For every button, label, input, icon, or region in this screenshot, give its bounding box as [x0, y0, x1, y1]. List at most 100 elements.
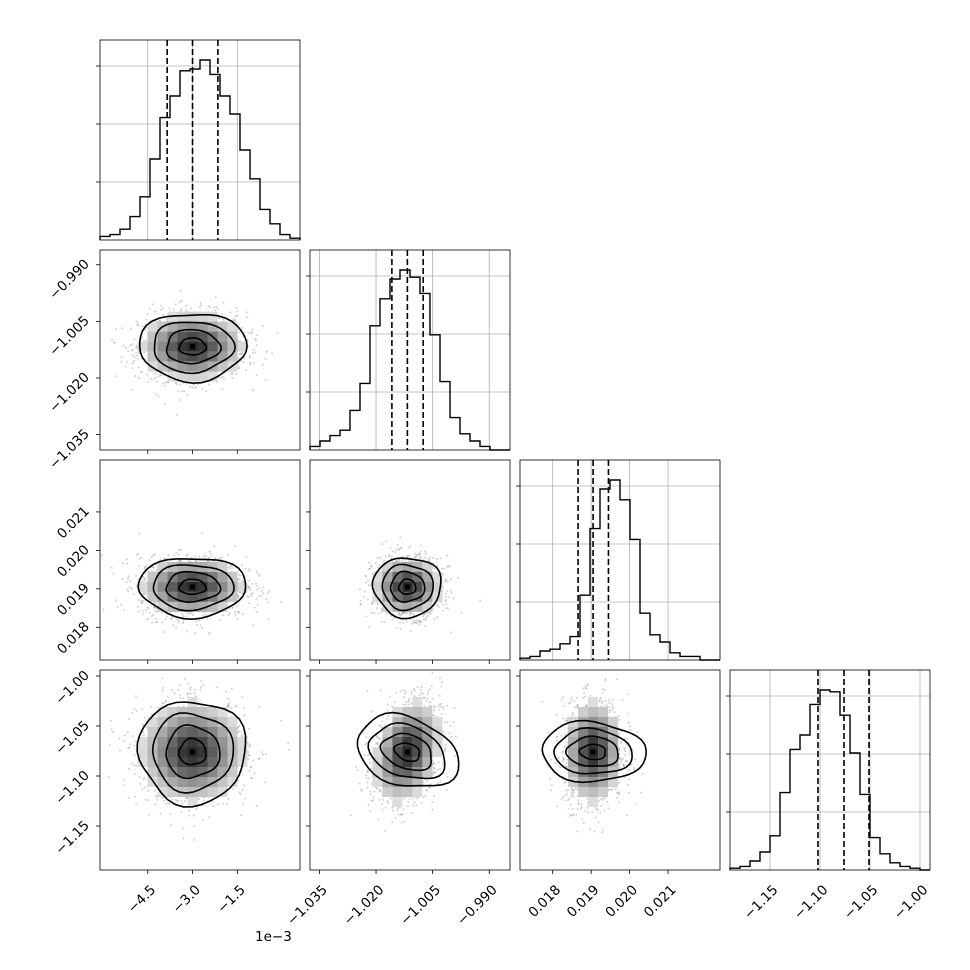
sample-point — [116, 605, 119, 608]
sample-point — [195, 620, 197, 623]
sample-point — [238, 352, 241, 355]
sample-point — [140, 556, 143, 559]
sample-point — [236, 310, 239, 313]
sample-point — [388, 555, 391, 558]
sample-point — [248, 602, 251, 605]
sample-point — [127, 796, 130, 799]
sample-point — [436, 616, 438, 619]
histogram-step-3 — [729, 689, 930, 871]
density-bin — [147, 341, 158, 352]
sample-point — [177, 689, 180, 691]
sample-point — [444, 592, 447, 595]
sample-point — [161, 702, 164, 705]
sample-point — [144, 328, 147, 331]
sample-point — [163, 403, 166, 406]
sample-point — [418, 553, 421, 556]
sample-point — [150, 556, 153, 559]
sample-point — [399, 547, 402, 550]
sample-point — [368, 561, 370, 564]
sample-point — [125, 581, 128, 584]
sample-point — [258, 595, 261, 598]
sample-point — [194, 632, 196, 634]
sample-point — [239, 331, 242, 334]
sample-point — [175, 383, 178, 386]
sample-point — [370, 611, 373, 614]
sample-point — [127, 590, 130, 593]
sample-point — [133, 772, 136, 775]
sample-point — [460, 611, 463, 614]
sample-point — [452, 597, 455, 600]
sample-point — [131, 354, 134, 357]
sample-point — [157, 395, 160, 398]
sample-point — [150, 569, 153, 572]
sample-point — [159, 319, 162, 322]
sample-point — [271, 352, 274, 355]
sample-point — [241, 613, 244, 616]
sample-point — [152, 377, 155, 380]
sample-point — [265, 598, 267, 601]
sample-point — [113, 341, 116, 344]
sample-point — [202, 819, 205, 821]
histogram-panel-3 — [726, 669, 931, 871]
panel-background — [310, 250, 510, 450]
sample-point — [367, 579, 369, 582]
sample-point — [287, 742, 290, 745]
sample-point — [188, 386, 191, 388]
sample-point — [182, 705, 185, 707]
sample-point — [251, 328, 254, 331]
sample-point — [399, 628, 402, 630]
sample-point — [189, 686, 192, 689]
sample-point — [186, 682, 189, 685]
sample-point — [247, 595, 250, 598]
sample-point — [245, 311, 248, 314]
sample-point — [359, 603, 362, 606]
sample-point — [438, 605, 441, 608]
sample-point — [129, 344, 132, 347]
sample-point — [235, 306, 238, 309]
sample-point — [433, 567, 436, 570]
sample-point — [268, 590, 271, 592]
sample-point — [371, 602, 374, 605]
sample-point — [182, 620, 185, 623]
sample-point — [364, 574, 367, 577]
sample-point — [229, 567, 232, 570]
sample-point — [148, 813, 150, 816]
sample-point — [264, 379, 267, 382]
sample-point — [185, 304, 188, 307]
sample-point — [207, 383, 210, 386]
sample-point — [136, 354, 139, 357]
sample-point — [217, 317, 220, 320]
sample-point — [114, 599, 117, 602]
sample-point — [130, 327, 132, 330]
sample-point — [159, 373, 162, 376]
sample-point — [166, 615, 168, 618]
sample-point — [146, 373, 149, 376]
sample-point — [175, 551, 178, 554]
sample-point — [260, 589, 263, 592]
sample-point — [152, 554, 155, 557]
sample-point — [426, 612, 429, 615]
sample-point — [252, 361, 255, 364]
sample-point — [248, 355, 251, 358]
sample-point — [162, 307, 165, 310]
sample-point — [222, 614, 225, 617]
sample-point — [187, 559, 190, 562]
sample-point — [413, 621, 416, 623]
sample-point — [199, 624, 202, 627]
sample-point — [205, 555, 208, 558]
histogram-panel-1 — [306, 249, 511, 451]
sample-point — [443, 567, 446, 570]
sample-point — [234, 610, 236, 613]
sample-point — [247, 585, 250, 588]
sample-point — [479, 599, 482, 602]
sample-point — [396, 544, 399, 546]
sample-point — [135, 344, 138, 347]
sample-point — [206, 617, 209, 620]
sample-point — [256, 584, 259, 587]
sample-point — [376, 603, 379, 605]
panel-frame — [99, 39, 301, 241]
sample-point — [222, 375, 225, 378]
sample-point — [264, 358, 267, 360]
sample-point — [214, 557, 217, 560]
sample-point — [235, 704, 238, 707]
